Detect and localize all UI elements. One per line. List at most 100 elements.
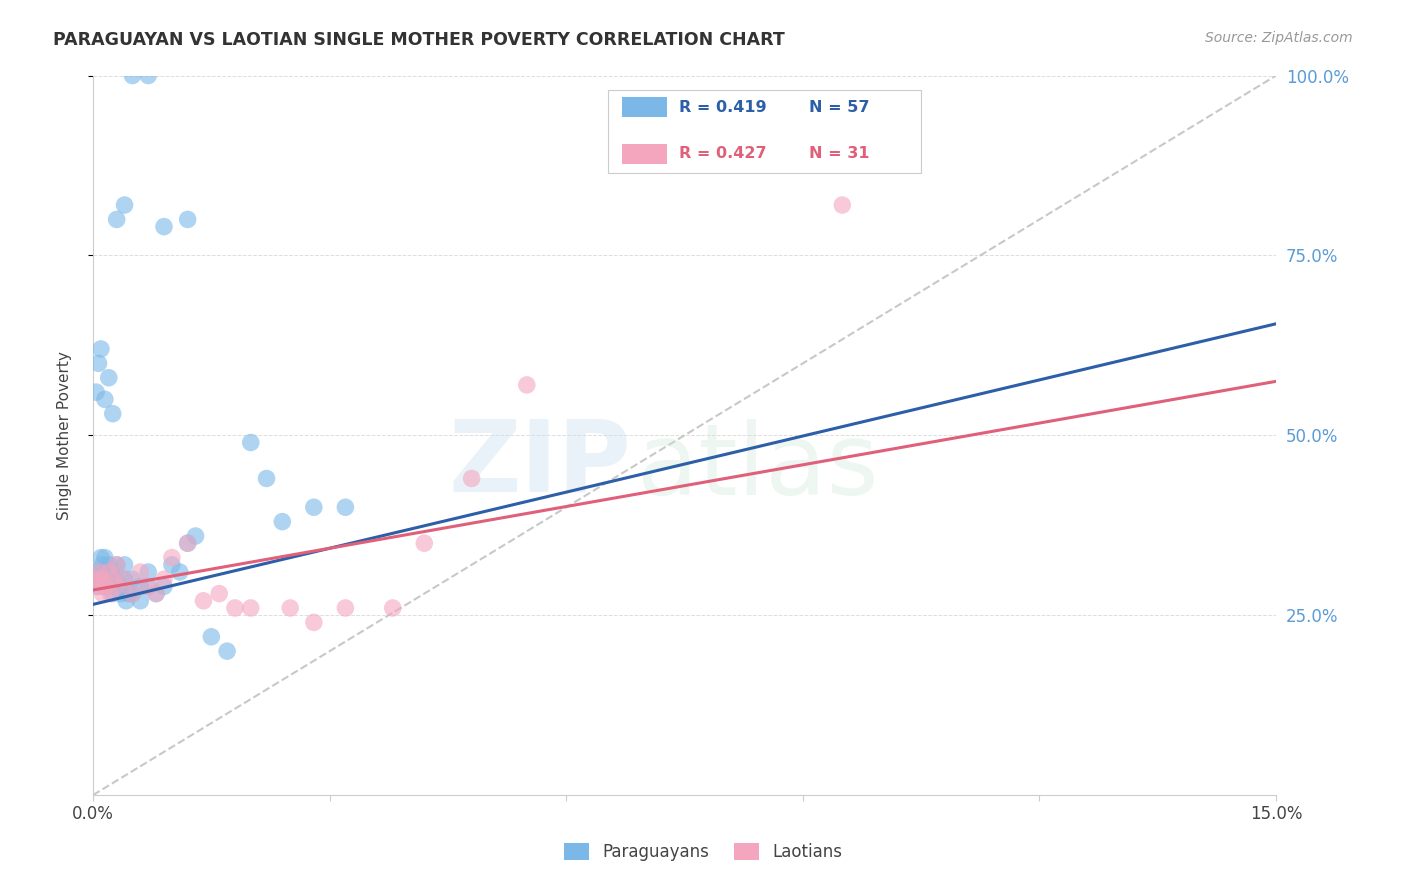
Point	[136, 579, 159, 593]
Point	[87, 356, 110, 370]
Point	[193, 594, 215, 608]
Point	[256, 471, 278, 485]
Point	[105, 558, 128, 572]
Point	[208, 586, 231, 600]
Point	[90, 565, 112, 579]
Text: N = 57: N = 57	[808, 100, 869, 115]
Point	[105, 579, 128, 593]
Point	[460, 471, 482, 485]
Point	[136, 565, 159, 579]
Point	[176, 536, 198, 550]
Point	[105, 572, 128, 586]
Point	[98, 586, 121, 600]
Point	[94, 565, 117, 579]
Point	[184, 529, 207, 543]
Point	[89, 565, 111, 579]
Point	[129, 579, 152, 593]
Point	[84, 572, 107, 586]
Point	[107, 579, 129, 593]
Point	[100, 565, 122, 579]
Point	[87, 579, 110, 593]
Point	[117, 586, 139, 600]
Text: R = 0.427: R = 0.427	[679, 146, 766, 161]
Point	[97, 370, 120, 384]
Point	[97, 558, 120, 572]
Point	[103, 572, 125, 586]
Point	[94, 550, 117, 565]
Point	[160, 550, 183, 565]
Point	[176, 212, 198, 227]
Point	[413, 536, 436, 550]
Point	[84, 572, 107, 586]
Text: R = 0.419: R = 0.419	[679, 100, 766, 115]
Point	[176, 536, 198, 550]
Point	[217, 644, 239, 658]
Point	[239, 435, 262, 450]
Point	[86, 565, 108, 579]
Point	[114, 198, 136, 212]
Point	[87, 579, 110, 593]
Point	[91, 572, 114, 586]
Y-axis label: Single Mother Poverty: Single Mother Poverty	[58, 351, 72, 520]
Text: Source: ZipAtlas.com: Source: ZipAtlas.com	[1205, 31, 1353, 45]
Point	[145, 586, 167, 600]
Point	[114, 572, 136, 586]
Point	[335, 500, 357, 515]
Point	[98, 579, 121, 593]
Point	[105, 558, 128, 572]
Point	[84, 385, 107, 400]
Point	[89, 572, 111, 586]
Point	[101, 407, 124, 421]
Point	[114, 572, 136, 586]
FancyBboxPatch shape	[607, 90, 921, 173]
Point	[121, 586, 143, 600]
Text: N = 31: N = 31	[808, 146, 869, 161]
Point	[121, 69, 143, 83]
Point	[94, 392, 117, 407]
Point	[105, 212, 128, 227]
Text: PARAGUAYAN VS LAOTIAN SINGLE MOTHER POVERTY CORRELATION CHART: PARAGUAYAN VS LAOTIAN SINGLE MOTHER POVE…	[53, 31, 785, 49]
Legend: Paraguayans, Laotians: Paraguayans, Laotians	[557, 836, 849, 868]
Point	[302, 615, 325, 630]
Point	[90, 572, 112, 586]
Point	[101, 572, 124, 586]
Point	[271, 515, 294, 529]
Point	[153, 219, 176, 234]
FancyBboxPatch shape	[621, 97, 666, 117]
Point	[90, 550, 112, 565]
Point	[239, 601, 262, 615]
Text: ZIP: ZIP	[449, 416, 631, 513]
Point	[145, 586, 167, 600]
Point	[831, 198, 853, 212]
Point	[129, 594, 152, 608]
Point	[200, 630, 222, 644]
Point	[516, 378, 538, 392]
Point	[93, 579, 115, 593]
Text: atlas: atlas	[637, 419, 879, 516]
Point	[153, 572, 176, 586]
Point	[224, 601, 246, 615]
Point	[101, 586, 124, 600]
Point	[381, 601, 404, 615]
Point	[90, 342, 112, 356]
Point	[121, 572, 143, 586]
Point	[136, 579, 159, 593]
FancyBboxPatch shape	[621, 144, 666, 164]
Point	[129, 565, 152, 579]
Point	[110, 586, 132, 600]
Point	[121, 586, 143, 600]
Point	[153, 579, 176, 593]
Point	[97, 565, 120, 579]
Point	[115, 594, 138, 608]
Point	[160, 558, 183, 572]
Point	[302, 500, 325, 515]
Point	[97, 572, 120, 586]
Point	[94, 579, 117, 593]
Point	[169, 565, 191, 579]
Point	[114, 558, 136, 572]
Point	[136, 69, 159, 83]
Point	[91, 558, 114, 572]
Point	[278, 601, 301, 615]
Point	[335, 601, 357, 615]
Point	[96, 572, 118, 586]
